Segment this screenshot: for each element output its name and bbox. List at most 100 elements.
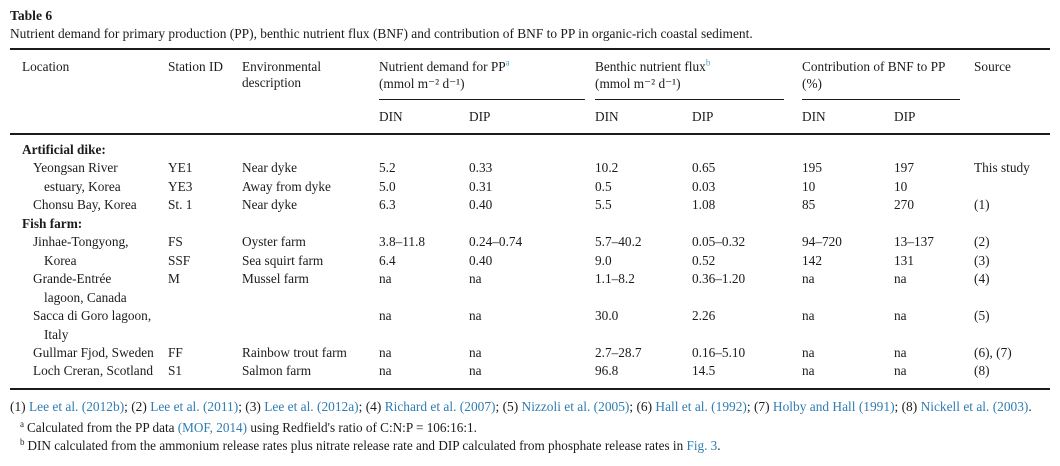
subcol-demand-dip: DIP — [469, 109, 491, 124]
col-header-station-id: Station ID — [168, 59, 224, 74]
citation-link[interactable]: Lee et al. (2012b) — [28, 398, 125, 414]
cell-flux-dip: 0.03 — [692, 178, 716, 194]
table-6-panel: Table 6 Nutrient demand for primary prod… — [10, 8, 1051, 455]
col-header-environmental-description: Environmental description — [242, 59, 322, 90]
cell-flux-dip: 2.26 — [692, 308, 716, 324]
footnote-marker: a — [20, 418, 24, 429]
cell-flux-dip: 0.05–0.32 — [692, 234, 746, 250]
static-text: ; (2) — [124, 398, 151, 414]
static-text: ; (5) — [495, 398, 522, 414]
cell-env-description — [242, 307, 379, 325]
data-table: Location Station ID Environmental descri… — [10, 48, 1051, 390]
table-row: estuary, Korea YE3 Away from dyke 5.0 0.31 0.… — [10, 178, 1050, 196]
cell-demand-dip — [469, 134, 595, 159]
cell-contribution-din: 94–720 — [802, 234, 842, 250]
cell-flux-din: 2.7–28.7 — [595, 344, 642, 360]
cell-demand-dip: na — [469, 344, 482, 360]
group-units-nutrient-demand: (mmol m⁻² d⁻¹) — [379, 75, 465, 91]
citation-link[interactable]: Richard et al. (2007) — [384, 398, 496, 414]
cell-contribution-din: na — [802, 308, 815, 324]
cell-contribution-din: na — [802, 271, 815, 287]
static-text: ; (4) — [358, 398, 385, 414]
cell-flux-dip: 1.08 — [692, 197, 716, 213]
cell-flux-dip — [692, 215, 802, 233]
cell-source — [974, 215, 1050, 233]
footnote-ref-b[interactable]: b — [705, 57, 711, 68]
cell-contribution-dip: na — [894, 308, 907, 324]
cell-flux-din: 5.7–40.2 — [595, 234, 642, 250]
group-header-row: Fish farm: — [10, 215, 1050, 233]
footnote-ref-a[interactable]: a — [505, 57, 510, 68]
cell-flux-din — [595, 134, 692, 159]
table-row: Yeongsan River YE1 Near dyke 5.2 0.33 10.2 0.6… — [10, 159, 1050, 177]
cell-demand-dip: 0.31 — [469, 178, 493, 194]
citation-link[interactable]: Holby and Hall (1991) — [772, 398, 895, 414]
cell-env-description — [242, 326, 379, 344]
cell-location: Fish farm: — [22, 215, 83, 231]
subcol-flux-dip: DIP — [692, 109, 714, 124]
static-text: DIN calculated from the ammonium release… — [27, 437, 687, 453]
cell-source: (4) — [974, 271, 990, 287]
cell-flux-din — [595, 326, 692, 344]
citation-link[interactable]: Nickell et al. (2003) — [920, 398, 1029, 414]
cell-location: Loch Creran, Scotland — [33, 363, 154, 379]
cell-demand-dip: 0.24–0.74 — [469, 234, 523, 250]
cell-source — [974, 289, 1050, 307]
cell-station-id: YE3 — [168, 178, 193, 194]
cell-demand-din — [379, 326, 469, 344]
citation-link[interactable]: Hall et al. (1992) — [655, 398, 747, 414]
citation-link[interactable]: Nizzoli et al. (2005) — [521, 398, 630, 414]
cell-demand-dip: na — [469, 271, 482, 287]
cell-demand-dip: 0.33 — [469, 160, 493, 176]
cell-contribution-din — [802, 326, 894, 344]
cell-location: estuary, Korea — [44, 178, 121, 194]
table-row: Jinhae-Tongyong, FS Oyster farm 3.8–11.8 0.2… — [10, 233, 1050, 251]
cell-contribution-din — [802, 215, 894, 233]
citation-link[interactable]: Lee et al. (2012a) — [264, 398, 359, 414]
col-group-contribution: Contribution of BNF to PP (%) — [802, 49, 974, 100]
cell-demand-din — [379, 215, 469, 233]
cell-source: This study — [974, 160, 1030, 176]
cell-station-id — [168, 326, 242, 344]
col-group-benthic-flux: Benthic nutrient fluxb (mmol m⁻² d⁻¹) — [595, 49, 802, 100]
cell-env-description — [242, 134, 379, 159]
cell-source: (1) — [974, 197, 990, 213]
cell-env-description: Oyster farm — [242, 234, 306, 250]
cell-demand-dip: na — [469, 308, 482, 324]
cell-flux-din — [595, 289, 692, 307]
group-header-row: Artificial dike: — [10, 134, 1050, 159]
cell-contribution-din — [802, 134, 894, 159]
group-label-benthic-flux: Benthic nutrient fluxb — [595, 57, 711, 74]
cell-contribution-dip: 10 — [894, 178, 908, 194]
cell-source — [974, 326, 1050, 344]
citation-link[interactable]: Lee et al. (2011) — [150, 398, 239, 414]
static-text: . — [717, 437, 721, 453]
cell-demand-dip: 0.40 — [469, 197, 493, 213]
cell-env-description: Rainbow trout farm — [242, 344, 347, 360]
cell-demand-din: 6.4 — [379, 252, 396, 268]
citation-link[interactable]: (MOF, 2014) — [177, 419, 248, 435]
cell-demand-din: 3.8–11.8 — [379, 234, 426, 250]
static-text: ; (6) — [629, 398, 656, 414]
cell-location: Sacca di Goro lagoon, — [33, 308, 152, 324]
table-row: Gullmar Fjod, Sweden FF Rainbow trout farm… — [10, 344, 1050, 362]
cell-station-id: S1 — [168, 363, 183, 379]
subcol-contribution-dip: DIP — [894, 109, 916, 124]
cell-location: lagoon, Canada — [44, 289, 127, 305]
cell-station-id: FS — [168, 234, 183, 250]
cell-location: Italy — [44, 326, 69, 342]
cell-station-id — [168, 289, 242, 307]
cell-contribution-din: na — [802, 363, 815, 379]
col-group-nutrient-demand: Nutrient demand for PPa (mmol m⁻² d⁻¹) — [379, 49, 595, 100]
subcol-flux-din: DIN — [595, 109, 619, 124]
col-header-source: Source — [974, 59, 1011, 74]
figure-link[interactable]: Fig. 3 — [686, 437, 718, 453]
cell-env-description — [242, 215, 379, 233]
cell-contribution-dip — [894, 134, 974, 159]
group-units-benthic-flux: (mmol m⁻² d⁻¹) — [595, 75, 681, 91]
cell-location: Jinhae-Tongyong, — [33, 234, 129, 250]
cell-flux-dip — [692, 289, 802, 307]
footnote-a: a Calculated from the PP data (MOF, 2014)… — [10, 419, 1050, 437]
footnotes-block: a Calculated from the PP data (MOF, 2014)… — [10, 419, 1050, 455]
cell-env-description — [242, 289, 379, 307]
